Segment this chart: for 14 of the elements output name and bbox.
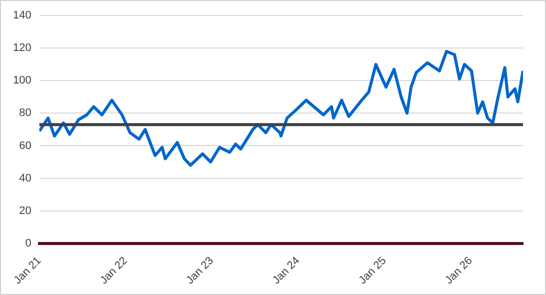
- x-tick-label: Jan 23: [184, 254, 216, 287]
- y-tick-label: 0: [25, 237, 32, 250]
- y-tick-label: 40: [19, 172, 32, 184]
- x-tick-label: Jan 22: [98, 254, 130, 287]
- y-tick-label: 60: [19, 140, 32, 152]
- y-tick-label: 20: [19, 204, 32, 217]
- x-tick-label: Jan 24: [270, 254, 302, 287]
- y-tick-label: 100: [12, 74, 32, 87]
- y-tick-label: 80: [19, 107, 32, 120]
- x-tick-label: Jan 25: [356, 254, 389, 287]
- x-tick-label: Jan 21: [12, 254, 44, 287]
- x-tick-label: Jan 26: [442, 254, 475, 287]
- y-tick-label: 140: [12, 10, 32, 22]
- y-tick-label: 120: [12, 42, 32, 54]
